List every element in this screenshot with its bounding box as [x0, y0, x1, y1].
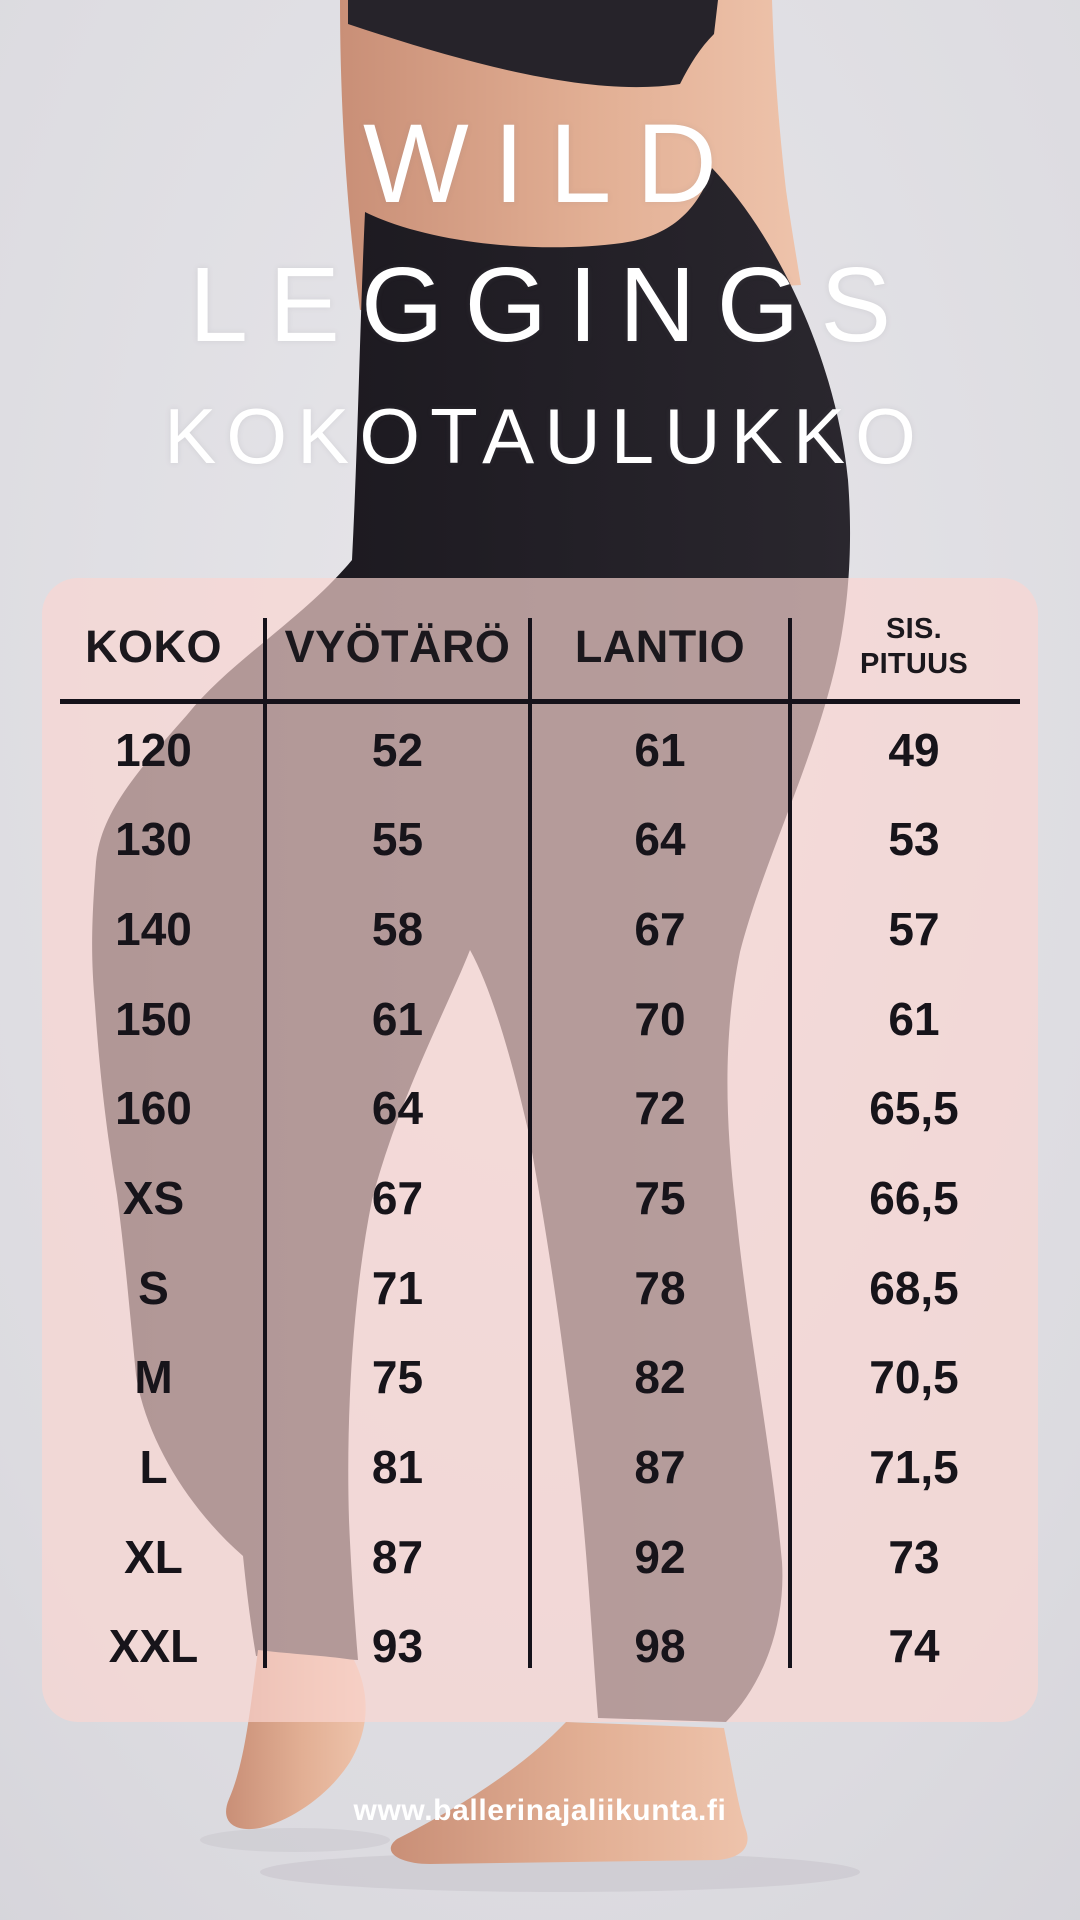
feet-shadow: [260, 1852, 860, 1892]
table-cell: L: [139, 1440, 168, 1493]
table-cell: 61: [634, 723, 686, 776]
table-cell: 73: [888, 1530, 940, 1583]
table-cell: 81: [371, 1440, 424, 1493]
column-divider-line: [263, 618, 267, 1668]
table-cell: 55: [371, 813, 424, 866]
table-cell: 150: [115, 992, 192, 1045]
table-row: 160 64 72 65,5: [42, 1064, 1038, 1154]
table-cell: XL: [124, 1530, 183, 1583]
table-cell: 61: [371, 992, 424, 1045]
table-row: 140 58 67 57: [42, 884, 1038, 974]
table-row: 130 55 64 53: [42, 795, 1038, 885]
table-cell: M: [134, 1351, 173, 1404]
table-row: S 71 78 68,5: [42, 1243, 1038, 1333]
size-table-body: 120 52 61 49 130 55 64 53 140 58 67 57 150 61 70 61 160 6…: [42, 705, 1038, 1691]
column-header-size: KOKO: [85, 621, 222, 672]
table-cell: 53: [888, 813, 940, 866]
table-cell: 66,5: [869, 1171, 959, 1224]
size-chart-panel: KOKO VYÖTÄRÖ LANTIO SIS. PITUUS 120 52 61 4…: [42, 578, 1038, 1722]
table-cell: XS: [122, 1171, 185, 1224]
table-cell: S: [138, 1261, 169, 1314]
table-cell: 52: [371, 723, 424, 776]
table-cell: 92: [634, 1530, 686, 1583]
table-cell: 74: [888, 1620, 940, 1673]
table-cell: 71,5: [869, 1440, 959, 1493]
table-cell: 140: [115, 903, 192, 956]
table-cell: 64: [371, 1082, 424, 1135]
table-header-row: KOKO VYÖTÄRÖ LANTIO SIS. PITUUS: [42, 596, 1038, 698]
feet-shadow: [200, 1828, 390, 1852]
title-block: WILD LEGGINGS KOKOTAULUKKO: [0, 94, 1080, 496]
title-wild: WILD: [363, 101, 742, 226]
table-cell: 87: [371, 1530, 424, 1583]
table-row: XXL 93 98 74: [42, 1601, 1038, 1691]
table-cell: 71: [371, 1261, 424, 1314]
table-cell: 78: [634, 1261, 686, 1314]
table-cell: 120: [115, 723, 192, 776]
table-cell: 67: [371, 1171, 424, 1224]
table-cell: 58: [371, 903, 424, 956]
table-cell: 82: [634, 1351, 686, 1404]
table-cell: 130: [115, 813, 192, 866]
table-row: 150 61 70 61: [42, 974, 1038, 1064]
table-cell: 87: [634, 1440, 686, 1493]
table-cell: 70,5: [869, 1351, 959, 1404]
front-foot: [390, 1722, 748, 1864]
column-header-inner-length: SIS. PITUUS: [859, 613, 969, 680]
table-cell: 57: [888, 903, 940, 956]
header-divider-line: [60, 699, 1020, 704]
column-header-hip: LANTIO: [574, 621, 746, 672]
table-cell: 67: [634, 903, 686, 956]
title-leggings: LEGGINGS: [188, 246, 913, 364]
column-divider-line: [528, 618, 532, 1668]
table-cell: 160: [115, 1082, 192, 1135]
table-cell: 75: [371, 1351, 424, 1404]
table-cell: 93: [371, 1620, 424, 1673]
table-row: XS 67 75 66,5: [42, 1153, 1038, 1243]
website-url: www.ballerinajaliikunta.fi: [353, 1794, 727, 1827]
table-cell: 49: [888, 723, 940, 776]
table-row: 120 52 61 49: [42, 705, 1038, 795]
column-header-waist: VYÖTÄRÖ: [284, 621, 511, 672]
table-cell: XXL: [108, 1620, 199, 1673]
table-row: M 75 82 70,5: [42, 1332, 1038, 1422]
table-cell: 65,5: [869, 1082, 959, 1135]
table-cell: 72: [634, 1082, 686, 1135]
table-row: XL 87 92 73: [42, 1512, 1038, 1602]
column-divider-line: [788, 618, 792, 1668]
table-cell: 75: [634, 1171, 686, 1224]
table-cell: 64: [634, 813, 686, 866]
table-cell: 98: [634, 1620, 686, 1673]
sports-top: [348, 0, 718, 88]
subtitle-kokotaulukko: KOKOTAULUKKO: [164, 392, 926, 480]
table-cell: 61: [888, 992, 940, 1045]
table-row: L 81 87 71,5: [42, 1422, 1038, 1512]
table-cell: 70: [634, 992, 686, 1045]
table-cell: 68,5: [869, 1261, 959, 1314]
